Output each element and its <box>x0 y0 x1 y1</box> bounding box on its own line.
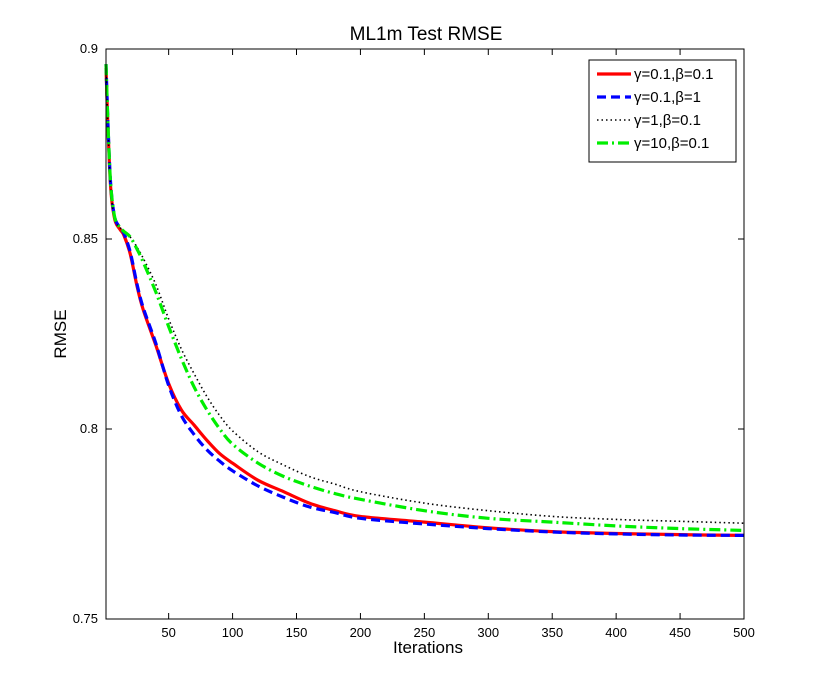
x-axis-label: Iterations <box>393 638 463 657</box>
legend: γ=0.1,β=0.1 γ=0.1,β=1 γ=1,β=0.1 γ=10,β=0.1 <box>588 59 737 163</box>
legend-label-3: γ=1,β=0.1 <box>634 112 701 129</box>
legend-label-2: γ=0.1,β=1 <box>634 89 701 106</box>
chart-title: ML1m Test RMSE <box>350 24 503 45</box>
axis-ticks: 50 100 150 200 250 300 350 400 450 500 0.75 0.8 0.85… <box>73 41 755 640</box>
series-line-4 <box>104 64 745 533</box>
x-tick-label: 200 <box>350 625 372 640</box>
x-tick-label: 50 <box>161 625 175 640</box>
legend-label-4: γ=10,β=0.1 <box>634 135 709 152</box>
x-tick-label: 300 <box>477 625 499 640</box>
x-tick-label: 500 <box>733 625 755 640</box>
x-tick-label: 250 <box>414 625 436 640</box>
y-axis-label: RMSE <box>51 309 70 358</box>
x-tick-label: 150 <box>286 625 308 640</box>
x-tick-label: 100 <box>222 625 244 640</box>
series-line-3 <box>105 67 745 524</box>
x-tick-label: 350 <box>541 625 563 640</box>
legend-box <box>588 59 737 163</box>
y-tick-label: 0.8 <box>80 421 98 436</box>
y-tick-label: 0.75 <box>73 611 98 626</box>
x-tick-label: 450 <box>669 625 691 640</box>
y-tick-label: 0.9 <box>80 41 98 56</box>
series-line-2 <box>104 64 745 537</box>
series-layer <box>104 64 745 537</box>
plot-frame <box>105 48 745 620</box>
legend-label-1: γ=0.1,β=0.1 <box>634 66 714 83</box>
y-tick-label: 0.85 <box>73 231 98 246</box>
x-tick-label: 400 <box>605 625 627 640</box>
